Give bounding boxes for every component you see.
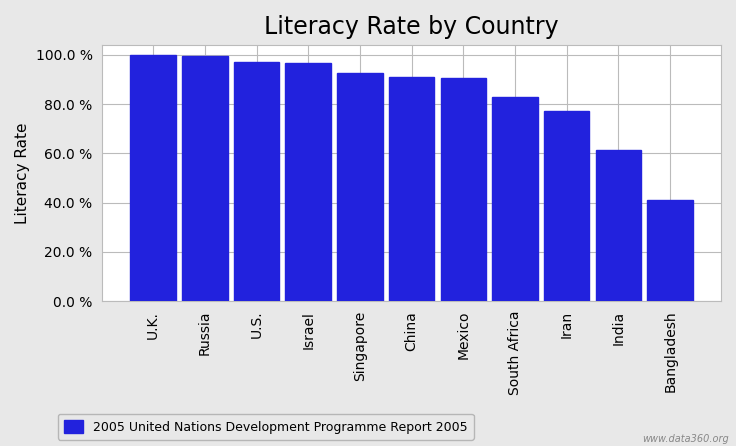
Bar bbox=[441, 78, 486, 301]
Bar bbox=[234, 62, 279, 301]
Bar bbox=[182, 56, 227, 301]
Legend: 2005 United Nations Development Programme Report 2005: 2005 United Nations Development Programm… bbox=[57, 413, 474, 440]
Title: Literacy Rate by Country: Literacy Rate by Country bbox=[264, 15, 559, 39]
Bar bbox=[286, 62, 331, 301]
Bar bbox=[492, 97, 538, 301]
Bar bbox=[389, 77, 434, 301]
Bar bbox=[130, 55, 176, 301]
Y-axis label: Literacy Rate: Literacy Rate bbox=[15, 122, 30, 224]
Bar bbox=[648, 200, 693, 301]
Bar bbox=[595, 150, 641, 301]
Bar bbox=[337, 74, 383, 301]
Text: www.data360.org: www.data360.org bbox=[642, 434, 729, 444]
Bar bbox=[544, 112, 590, 301]
